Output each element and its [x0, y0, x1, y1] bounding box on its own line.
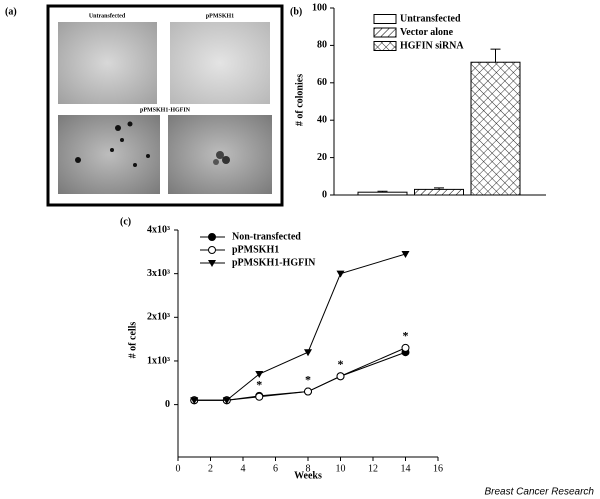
x-tick-label: 10 [336, 463, 346, 474]
y-tick-label: 60 [317, 77, 327, 88]
y-tick-label: 1x10³ [147, 355, 170, 366]
y-tick-label: 100 [312, 2, 327, 13]
y-tick-label: 80 [317, 40, 327, 51]
legend-label: Untransfected [400, 13, 461, 24]
y-tick-label: 3x10³ [147, 268, 170, 279]
y-axis-label: # of colonies [294, 74, 305, 126]
bar [414, 188, 464, 196]
annotation: * [338, 357, 344, 371]
x-tick-label: 14 [401, 463, 411, 474]
y-tick-label: 20 [317, 152, 327, 163]
marker [336, 270, 345, 278]
marker [222, 397, 231, 405]
x-tick-label: 6 [273, 463, 278, 474]
footer: Breast Cancer Research [485, 487, 595, 498]
y-axis-label: # of cells [127, 322, 138, 359]
image-caption: pPMSKH1-HGFIN [140, 107, 191, 113]
legend-swatch [373, 14, 397, 24]
legend-label: pPMSKH1-HGFIN [232, 257, 316, 268]
marker [190, 397, 199, 405]
legend-label: Vector alone [400, 27, 454, 38]
y-tick-label: 0 [322, 189, 327, 200]
marker [255, 371, 264, 379]
micrograph [58, 22, 157, 104]
marker [336, 372, 345, 381]
micrograph [58, 115, 160, 194]
x-tick-label: 12 [368, 463, 378, 474]
annotation: * [256, 378, 262, 392]
marker [304, 387, 312, 396]
legend-marker [208, 233, 216, 241]
x-tick-label: 8 [306, 463, 311, 474]
bar [357, 191, 408, 196]
legend-label: pPMSKH1 [232, 244, 279, 255]
legend-swatch [373, 27, 397, 38]
y-tick-label: 0 [165, 399, 170, 410]
legend-label: Non-transfected [232, 231, 301, 242]
x-tick-label: 0 [176, 463, 181, 474]
colony-spots [75, 121, 230, 167]
y-tick-label: 2x10³ [147, 312, 170, 323]
micrograph [170, 22, 270, 104]
y-tick-label: 40 [317, 114, 327, 125]
marker [401, 251, 410, 259]
legend-marker [208, 246, 216, 254]
panel-label: (a) [5, 6, 17, 17]
x-axis-label: Weeks [294, 470, 322, 481]
bar [470, 61, 521, 196]
annotation: * [403, 329, 409, 343]
image-caption: Untransfected [89, 13, 126, 19]
panel-label: (c) [120, 216, 131, 227]
x-tick-label: 16 [433, 463, 443, 474]
image-caption: pPMSKH1 [206, 13, 234, 19]
x-tick-label: 4 [241, 463, 246, 474]
legend-label: HGFIN siRNA [400, 40, 464, 51]
annotation: * [305, 372, 311, 386]
x-tick-label: 2 [208, 463, 213, 474]
marker [304, 349, 312, 357]
y-tick-label: 4x10³ [147, 224, 170, 235]
series-line [194, 351, 406, 401]
marker [401, 343, 410, 352]
legend-marker [208, 260, 216, 267]
legend-swatch [373, 41, 397, 51]
series-line [194, 253, 406, 401]
marker [255, 392, 264, 401]
panel-label: (b) [290, 6, 302, 17]
